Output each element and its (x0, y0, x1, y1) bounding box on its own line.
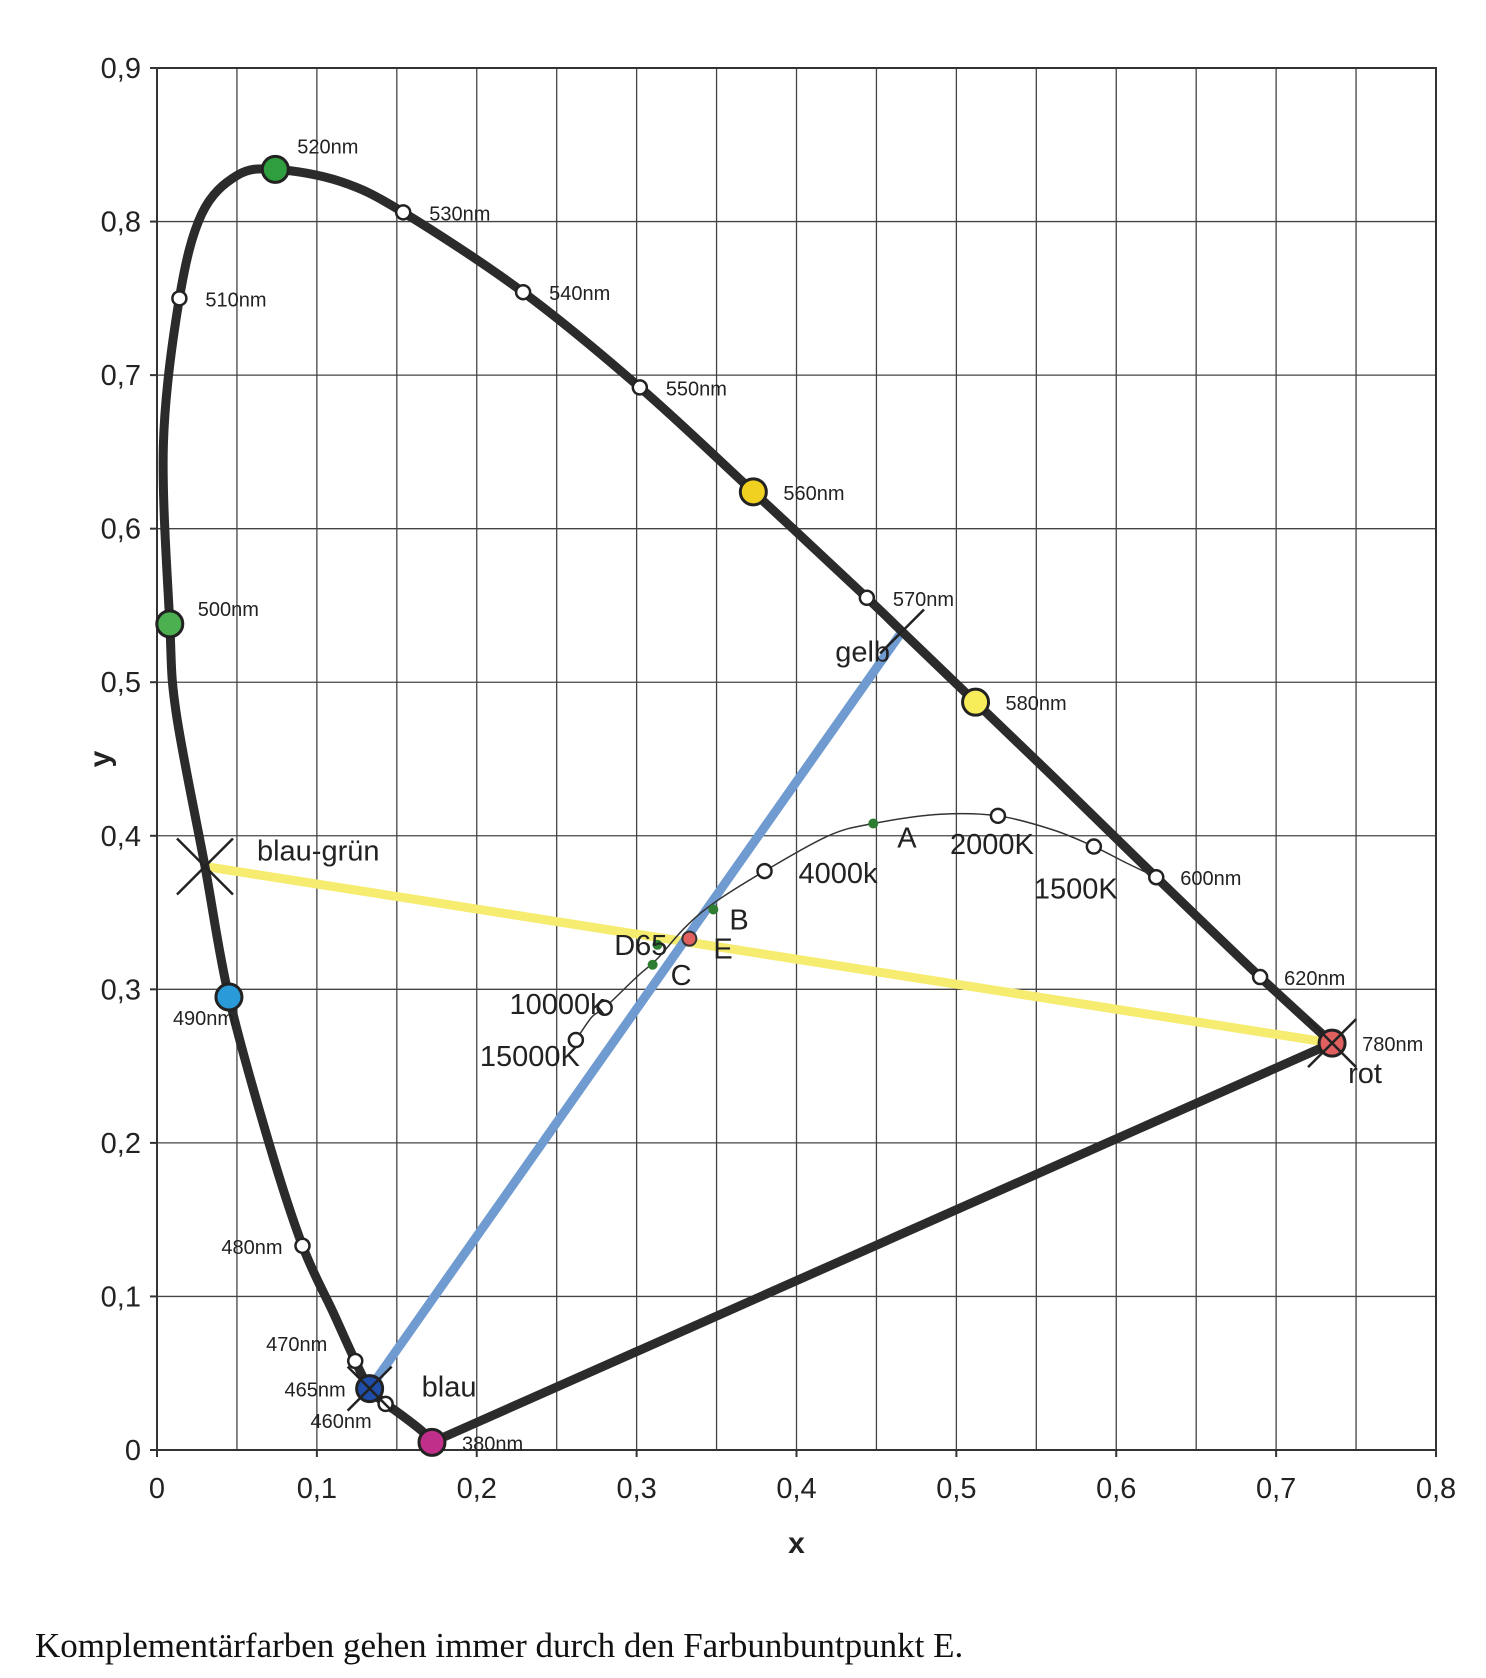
color-temperature-point (756, 862, 773, 880)
wavelength-label-530nm: 530nm (429, 203, 490, 225)
y-tick-label: 0,1 (101, 1281, 141, 1313)
color-temperature-label-4000k: 4000k (799, 858, 879, 890)
wavelength-label-500nm: 500nm (198, 599, 259, 621)
color-temperature-label-2000K: 2000K (950, 829, 1035, 861)
x-tick-label: 0,8 (1416, 1473, 1456, 1505)
complementary-label-blau-grün: blau-grün (257, 835, 380, 867)
x-tick-label: 0,6 (1096, 1473, 1136, 1505)
illuminant-label-a: A (897, 822, 917, 854)
wavelength-label-570nm: 570nm (893, 589, 954, 611)
x-axis-title: x (788, 1527, 805, 1560)
wavelength-label-620nm: 620nm (1284, 968, 1345, 990)
wavelength-point-480nm (294, 1237, 311, 1255)
y-tick-label: 0,5 (101, 667, 141, 699)
x-tick-label: 0,4 (776, 1473, 816, 1505)
y-tick-label: 0,7 (101, 360, 141, 392)
figure-caption: Komplementärfarben gehen immer durch den… (35, 1626, 964, 1665)
wavelength-label-580nm: 580nm (1006, 693, 1067, 715)
color-temperature-point (596, 999, 613, 1017)
illuminant-point-b (708, 904, 719, 915)
wavelength-point-600nm (1147, 868, 1165, 886)
spectral-locus-group (158, 164, 1337, 1447)
color-temperature-label-1500K: 1500K (1034, 874, 1119, 906)
wavelength-label-470nm: 470nm (266, 1334, 327, 1356)
complementary-label-blau: blau (422, 1372, 477, 1404)
wavelength-point-380nm (417, 1427, 447, 1457)
rot-cross (1307, 1018, 1357, 1068)
wavelength-label-380nm: 380nm (462, 1433, 523, 1455)
wavelength-label-550nm: 550nm (666, 378, 727, 400)
wavelength-point-490nm (214, 982, 244, 1012)
color-temperature-label-15000K: 15000K (480, 1041, 581, 1073)
wavelength-label-600nm: 600nm (1180, 868, 1241, 890)
wavelength-label-480nm: 480nm (221, 1237, 282, 1259)
wavelength-label-465nm: 465nm (284, 1380, 345, 1402)
wavelength-point-530nm (394, 204, 412, 221)
illuminant-label-c: C (671, 960, 692, 992)
y-axis-title: y (84, 750, 117, 767)
complementary-line-0 (200, 861, 1337, 1048)
y-tick-label: 0,6 (101, 514, 141, 546)
planckian-locus-group (567, 807, 1157, 1049)
planckian-locus (575, 812, 1157, 1041)
blau-cross (346, 1365, 393, 1412)
complementary-line-1 (365, 627, 907, 1394)
wavelength-label-560nm: 560nm (783, 483, 844, 505)
x-tick-label: 0 (149, 1473, 165, 1505)
wavelength-point-540nm (514, 283, 532, 301)
wavelength-label-460nm: 460nm (310, 1411, 371, 1433)
x-tick-label: 0,1 (297, 1473, 337, 1505)
complementary-markers (176, 608, 1357, 1412)
color-temperature-point (1085, 838, 1103, 855)
y-tick-label: 0,8 (101, 207, 141, 239)
x-tick-label: 0,5 (936, 1473, 976, 1505)
illuminant-point-c (647, 959, 658, 970)
purple-line (427, 1038, 1337, 1447)
y-tick-label: 0 (125, 1435, 141, 1467)
annotation-labels: 380nm 460nm 465nm 470nm 480nm 490nm 500nm 510nm… (173, 136, 1423, 1455)
wavelength-point-620nm (1251, 968, 1269, 986)
cross-stroke (1307, 1018, 1357, 1068)
wavelength-point-570nm (858, 589, 876, 607)
color-temperature-point (989, 807, 1007, 825)
y-tick-label: 0,3 (101, 974, 141, 1006)
illuminant-label-b: B (729, 904, 748, 936)
x-tick-label: 0,2 (457, 1473, 497, 1505)
illuminant-label-d65: D65 (614, 930, 667, 962)
x-tick-label: 0,7 (1256, 1473, 1296, 1505)
tick-labels: 0 0,1 0,2 0,3 0,4 0,5 0,6 0,7 0,8 0 0,1 0,2 0,3 0,4 0,… (101, 53, 1456, 1505)
wavelength-point-470nm (346, 1352, 364, 1370)
wavelength-point-550nm (631, 379, 649, 396)
illuminant-point-a (868, 818, 879, 829)
cie-chromaticity-diagram: 0 0,1 0,2 0,3 0,4 0,5 0,6 0,7 0,8 0 0,1 0,2 0,3 0,4 0,… (0, 0, 1486, 1610)
wavelength-label-490nm: 490nm (173, 1008, 234, 1030)
y-tick-label: 0,9 (101, 53, 141, 85)
complementary-lines (200, 627, 1337, 1394)
cross-stroke (176, 837, 234, 896)
gelb-cross (879, 608, 925, 655)
complementary-label-gelb: gelb (835, 637, 890, 669)
illuminant-point-d65 (652, 939, 663, 950)
wavelength-label-520nm: 520nm (297, 136, 358, 158)
illuminant-label-e: E (713, 934, 732, 966)
complementary-label-rot: rot (1348, 1058, 1382, 1090)
wavelength-label-510nm: 510nm (205, 289, 266, 311)
color-temperature-point (567, 1031, 585, 1049)
y-tick-label: 0,4 (101, 821, 141, 853)
x-tick-label: 0,3 (616, 1473, 656, 1505)
wavelength-point-500nm (155, 609, 185, 639)
color-temperature-label-10000k: 10000k (509, 989, 605, 1021)
wavelength-point-560nm (738, 477, 768, 507)
blau-gruen-cross (176, 837, 234, 896)
spectral-locus (158, 164, 1337, 1447)
wavelength-label-780nm: 780nm (1362, 1034, 1423, 1056)
wavelength-point-580nm (961, 687, 991, 717)
cross-stroke (346, 1365, 393, 1412)
y-tick-label: 0,2 (101, 1128, 141, 1160)
chart-background (0, 0, 1486, 1610)
wavelength-label-540nm: 540nm (549, 283, 610, 305)
wavelength-point-510nm (171, 290, 188, 307)
wavelength-point-520nm (260, 154, 290, 184)
illuminant-point-e (681, 930, 698, 947)
